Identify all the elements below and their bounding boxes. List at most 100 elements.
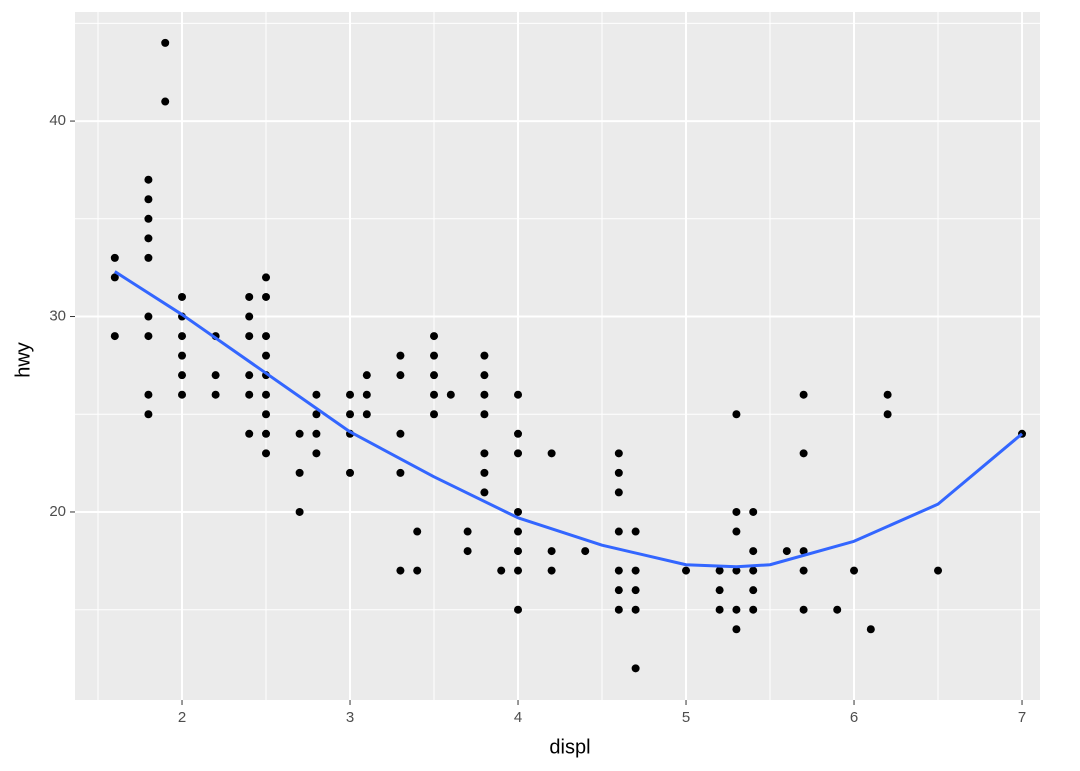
point	[749, 566, 758, 575]
point	[799, 566, 808, 575]
point	[362, 390, 371, 399]
point	[514, 429, 523, 438]
point	[295, 468, 304, 477]
point	[245, 312, 254, 321]
point	[211, 390, 220, 399]
point	[430, 371, 439, 380]
x-tick-label: 5	[682, 709, 690, 726]
point	[110, 253, 119, 262]
point	[295, 429, 304, 438]
y-tick-label: 40	[49, 112, 66, 129]
point	[514, 547, 523, 556]
point	[346, 390, 355, 399]
point	[514, 566, 523, 575]
point	[631, 664, 640, 673]
point	[799, 547, 808, 556]
point	[732, 625, 741, 634]
point	[295, 507, 304, 516]
point	[430, 332, 439, 341]
point	[514, 605, 523, 614]
point	[144, 234, 153, 243]
point	[749, 507, 758, 516]
point	[144, 195, 153, 204]
point	[480, 410, 489, 419]
x-tick-label: 3	[346, 709, 354, 726]
point	[614, 449, 623, 458]
point	[514, 449, 523, 458]
point	[614, 566, 623, 575]
point	[396, 429, 405, 438]
x-tick-label: 6	[850, 709, 858, 726]
point	[732, 410, 741, 419]
point	[144, 332, 153, 341]
point	[346, 410, 355, 419]
smooth-line	[114, 270, 1023, 569]
point	[614, 527, 623, 536]
point	[262, 449, 271, 458]
point	[178, 371, 187, 380]
point	[430, 390, 439, 399]
point	[396, 351, 405, 360]
point	[262, 429, 271, 438]
point	[396, 371, 405, 380]
point	[480, 371, 489, 380]
point	[211, 371, 220, 380]
point	[245, 292, 254, 301]
point	[110, 332, 119, 341]
point	[312, 390, 321, 399]
point	[396, 566, 405, 575]
point	[749, 586, 758, 595]
point	[178, 390, 187, 399]
point	[161, 97, 170, 106]
point	[262, 292, 271, 301]
point	[312, 449, 321, 458]
point	[245, 371, 254, 380]
point	[614, 605, 623, 614]
point	[732, 527, 741, 536]
point	[614, 488, 623, 497]
point	[144, 214, 153, 223]
point	[480, 351, 489, 360]
point	[312, 410, 321, 419]
point	[715, 566, 724, 575]
point	[463, 527, 472, 536]
point	[732, 605, 741, 614]
point	[715, 586, 724, 595]
point	[362, 371, 371, 380]
point	[430, 410, 439, 419]
point	[799, 449, 808, 458]
point	[178, 351, 187, 360]
point	[178, 332, 187, 341]
point	[262, 332, 271, 341]
point	[782, 547, 791, 556]
point	[547, 449, 556, 458]
point	[480, 468, 489, 477]
point	[715, 605, 724, 614]
point	[262, 410, 271, 419]
point	[430, 351, 439, 360]
point	[833, 605, 842, 614]
point	[144, 410, 153, 419]
x-tick-label: 7	[1018, 709, 1026, 726]
point	[245, 390, 254, 399]
point	[614, 586, 623, 595]
point	[161, 38, 170, 47]
point	[144, 312, 153, 321]
point	[514, 527, 523, 536]
point	[799, 390, 808, 399]
x-tick-label: 4	[514, 709, 522, 726]
y-tick-label: 30	[49, 307, 66, 324]
point	[749, 547, 758, 556]
point	[262, 390, 271, 399]
point	[446, 390, 455, 399]
plot-panel	[75, 12, 1040, 700]
point	[631, 566, 640, 575]
point	[934, 566, 943, 575]
point	[749, 605, 758, 614]
point	[362, 410, 371, 419]
point	[497, 566, 506, 575]
y-axis-label: hwy	[12, 342, 34, 378]
x-axis-label: displ	[549, 736, 590, 758]
